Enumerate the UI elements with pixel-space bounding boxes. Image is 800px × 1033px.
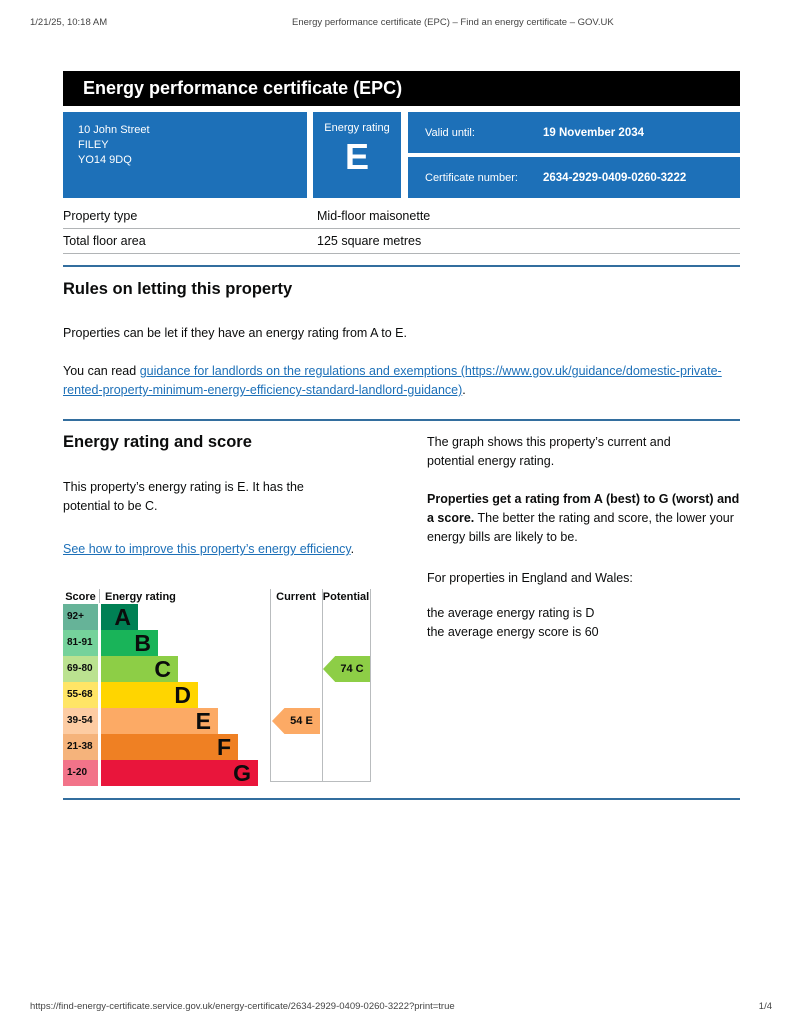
band-bar-E: E bbox=[101, 708, 218, 734]
print-header-datetime: 1/21/25, 10:18 AM bbox=[30, 17, 108, 28]
rules-section: Rules on letting this property Propertie… bbox=[63, 280, 740, 400]
band-bar-F: F bbox=[101, 734, 238, 760]
rules-paragraph: Properties can be let if they have an en… bbox=[63, 326, 407, 340]
chart-gridline bbox=[270, 589, 271, 782]
certificate-number-row: Certificate number: 2634-2929-0409-0260-… bbox=[408, 157, 740, 198]
valid-until-value: 19 November 2034 bbox=[543, 126, 645, 139]
floor-area-label: Total floor area bbox=[63, 234, 146, 248]
chart-header-rating: Energy rating bbox=[105, 591, 176, 603]
band-bar-A: A bbox=[101, 604, 138, 630]
improve-efficiency-link[interactable]: See how to improve this property’s energ… bbox=[63, 542, 351, 556]
section-divider bbox=[63, 798, 740, 800]
rating-scale-rest: The better the rating and score, the low… bbox=[427, 511, 734, 544]
guidance-text-prefix: You can read bbox=[63, 364, 140, 378]
chart-gridline bbox=[99, 589, 100, 603]
epc-graph: Score Energy rating Current Potential 92+ A 81… bbox=[63, 589, 375, 787]
chart-gridline bbox=[370, 589, 371, 782]
england-wales-intro: For properties in England and Wales: bbox=[427, 571, 633, 585]
rules-guidance-paragraph: You can read guidance for landlords on t… bbox=[63, 362, 740, 400]
chart-header-score: Score bbox=[65, 591, 96, 603]
chart-header-potential: Potential bbox=[322, 591, 370, 603]
table-row: Property type Mid-floor maisonette bbox=[63, 204, 740, 229]
rules-heading: Rules on letting this property bbox=[63, 280, 293, 298]
rating-score-heading: Energy rating and score bbox=[63, 433, 252, 451]
rating-summary-text: This property’s energy rating is E. It h… bbox=[63, 480, 304, 513]
section-divider bbox=[63, 265, 740, 267]
chart-gridline bbox=[270, 781, 371, 782]
score-range-B: 81-91 bbox=[63, 630, 98, 656]
valid-until-row: Valid until: 19 November 2034 bbox=[408, 112, 740, 153]
score-range-F: 21-38 bbox=[63, 734, 98, 760]
certificate-summary: 10 John Street FILEY YO14 9DQ Energy rat… bbox=[63, 112, 740, 198]
section-divider bbox=[63, 419, 740, 421]
rating-explanation-column: The graph shows this property’s current … bbox=[427, 430, 747, 642]
print-footer-url: https://find-energy-certificate.service.… bbox=[30, 1001, 455, 1012]
guidance-text-suffix: . bbox=[462, 383, 466, 397]
print-header-title: Energy performance certificate (EPC) – F… bbox=[292, 17, 614, 28]
certificate-number-value: 2634-2929-0409-0260-3222 bbox=[543, 171, 687, 184]
band-bar-D: D bbox=[101, 682, 198, 708]
valid-until-label: Valid until: bbox=[425, 126, 475, 139]
improve-link-suffix: . bbox=[350, 542, 355, 556]
energy-rating-letter: E bbox=[344, 136, 369, 177]
property-details-table: Property type Mid-floor maisonette Total… bbox=[63, 204, 740, 254]
property-type-label: Property type bbox=[63, 209, 138, 223]
energy-rating-label: Energy rating bbox=[324, 122, 390, 134]
band-bar-G: G bbox=[101, 760, 258, 786]
rating-scale-bold: Properties get a rating from A (best) to… bbox=[427, 492, 740, 525]
score-range-E: 39-54 bbox=[63, 708, 98, 734]
potential-rating-arrow: 74 C bbox=[323, 656, 370, 682]
band-bar-C: C bbox=[101, 656, 178, 682]
score-range-A: 92+ bbox=[63, 604, 98, 630]
certificate-number-label: Certificate number: bbox=[425, 171, 518, 184]
floor-area-value: 125 square metres bbox=[317, 234, 422, 248]
property-address: 10 John Street FILEY YO14 9DQ bbox=[63, 112, 307, 198]
score-range-G: 1-20 bbox=[63, 760, 98, 786]
score-range-D: 55-68 bbox=[63, 682, 98, 708]
print-footer-page: 1/4 bbox=[758, 1001, 772, 1012]
energy-rating-box: Energy rating E bbox=[313, 112, 401, 198]
rating-score-section: Energy rating and score This property’s … bbox=[63, 433, 358, 559]
landlord-guidance-link[interactable]: guidance for landlords on the regulation… bbox=[63, 364, 722, 397]
chart-gridline bbox=[322, 589, 323, 782]
current-rating-arrow: 54 E bbox=[272, 708, 320, 734]
property-type-value: Mid-floor maisonette bbox=[317, 209, 431, 223]
improve-efficiency-paragraph: See how to improve this property’s energ… bbox=[63, 540, 358, 559]
graph-description: The graph shows this property’s current … bbox=[427, 435, 671, 468]
rating-scale-description: Properties get a rating from A (best) to… bbox=[427, 490, 747, 547]
page-title: Energy performance certificate (EPC) bbox=[63, 71, 740, 106]
score-range-C: 69-80 bbox=[63, 656, 98, 682]
band-bar-B: B bbox=[101, 630, 158, 656]
average-rating-text: the average energy rating is D the avera… bbox=[427, 606, 599, 639]
chart-header-current: Current bbox=[276, 591, 316, 603]
table-row: Total floor area 125 square metres bbox=[63, 229, 740, 254]
